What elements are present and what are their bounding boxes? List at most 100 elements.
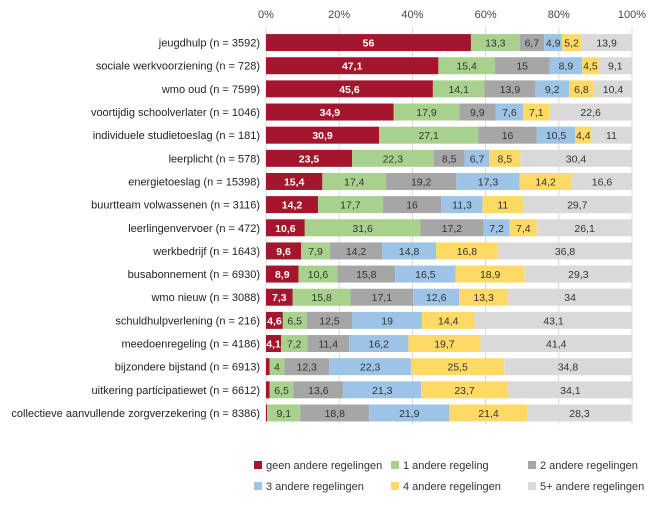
data-label: 12,6 xyxy=(426,292,447,304)
bar-segment-3-andere-regelingen xyxy=(536,126,576,144)
bar-segment-4-andere-regelingen xyxy=(519,172,572,190)
category-label: wmo nieuw (n = 3088) xyxy=(150,292,260,304)
legend-item-4-andere-regelingen: 4 andere regelingen xyxy=(391,481,501,493)
bar-segment-geen-andere-regelingen xyxy=(266,126,380,144)
bar-segment-1-andere-regeling xyxy=(282,311,307,329)
data-label: 4,4 xyxy=(576,130,591,142)
bar-segment-3-andere-regelingen xyxy=(349,335,409,353)
data-label: 11 xyxy=(497,200,508,212)
bar-segment-1-andere-regeling xyxy=(432,80,485,98)
bar-segment-3-andere-regelingen xyxy=(413,288,460,306)
bar-segment-3-andere-regelingen xyxy=(343,381,422,399)
data-label: 9,1 xyxy=(608,61,623,73)
bar-segment-3-andere-regelingen xyxy=(329,358,411,376)
data-label: 10,4 xyxy=(603,84,624,96)
bar-segment-5-andere-regelingen xyxy=(591,126,632,144)
data-label: 7,6 xyxy=(502,107,517,119)
legend-label: geen andere regelingen xyxy=(266,460,382,472)
bar-segment-5-andere-regelingen xyxy=(593,80,632,98)
data-label: 21,9 xyxy=(399,408,420,420)
data-label: 9,1 xyxy=(276,408,291,420)
bar-segment-3-andere-regelingen xyxy=(483,219,510,237)
bar-row-wmo-oud-n-7599: 45,6 14,1 13,9 9,2 6,8 10,4 xyxy=(266,80,632,98)
data-label: 4,6 xyxy=(267,315,282,327)
bar-segment-3-andere-regelingen xyxy=(395,265,456,283)
data-label: 30,4 xyxy=(566,153,587,165)
data-label: 6,5 xyxy=(287,315,302,327)
data-label: 43,1 xyxy=(543,315,564,327)
bar-segment-1-andere-regeling xyxy=(438,57,495,75)
legend-label: 5+ andere regelingen xyxy=(540,481,644,493)
data-label: 25,5 xyxy=(447,362,468,374)
bar-segment-5-andere-regelingen xyxy=(522,196,632,214)
category-label: jeugdhulp (n = 3592) xyxy=(158,38,260,50)
bar-segment-4-andere-regelingen xyxy=(459,288,508,306)
data-label: 10,6 xyxy=(308,269,329,281)
bar-row-individuele-studietoeslag-n-181: 30,9 27,1 16 10,5 4,4 11 xyxy=(266,126,632,144)
bar-segment-5-andere-regelingen xyxy=(527,404,632,422)
data-label: 14,2 xyxy=(282,200,303,212)
data-label: 14,4 xyxy=(438,315,459,327)
bar-segment-1-andere-regeling xyxy=(317,196,383,214)
bar-segment-1-andere-regeling xyxy=(470,34,520,52)
bar-segment-5-andere-regelingen xyxy=(507,288,633,306)
data-label: 16,2 xyxy=(369,339,390,351)
bar-segment-5-andere-regelingen xyxy=(598,57,632,75)
bar-row-sociale-werkvoorziening-n-728: 47,1 15,4 15 8,9 4,5 9,1 xyxy=(266,57,632,75)
data-label: 47,1 xyxy=(342,61,363,73)
data-label: 13,9 xyxy=(500,84,521,96)
bars: 56 13,3 6,7 4,9 5,2 13,947,1 15,4 15 8,9 4,5 9,145… xyxy=(266,34,633,422)
category-label: leerplicht (n = 578) xyxy=(169,153,260,165)
bar-row-leerlingenvervoer-n-472: 10,6 31,6 17,2 7,2 7,4 26,1 xyxy=(266,219,633,237)
bar-row-werkbedrijf-n-1643: 9,6 7,9 14,2 14,8 16,8 36,8 xyxy=(266,242,633,260)
bar-segment-2-andere-regelingen xyxy=(386,172,457,190)
data-label: 4,1 xyxy=(266,339,281,351)
data-label: 23,5 xyxy=(299,153,320,165)
data-label: 8,9 xyxy=(275,269,290,281)
bar-row-uitkering-participatiewet-n-6612: 6,5 13,6 21,3 23,7 34,1 xyxy=(266,381,633,399)
category-label: uitkering participatiewet (n = 6612) xyxy=(92,385,260,397)
category-labels: jeugdhulp (n = 3592) sociale werkvoorzien… xyxy=(11,38,260,420)
bar-segment-2-andere-regelingen xyxy=(382,196,442,214)
data-label: 9,9 xyxy=(470,107,485,119)
bar-segment-2-andere-regelingen xyxy=(337,265,396,283)
bar-segment-2-andere-regelingen xyxy=(284,358,330,376)
data-label: 11,3 xyxy=(452,200,472,212)
bar-segment-1-andere-regeling xyxy=(292,288,351,306)
data-label: 7,2 xyxy=(489,223,504,235)
data-label: 34 xyxy=(564,292,576,304)
data-label: 18,8 xyxy=(325,408,346,420)
legend-item-geen-andere-regelingen: geen andere regelingen xyxy=(254,460,382,472)
data-label: 17,4 xyxy=(344,176,365,188)
bar-segment-3-andere-regelingen xyxy=(549,57,583,75)
data-label: 17,7 xyxy=(340,200,361,212)
data-label: 14,2 xyxy=(346,246,367,258)
bar-segment-2-andere-regelingen xyxy=(433,149,465,167)
data-label: 6,7 xyxy=(525,38,540,50)
bar-segment-2-andere-regelingen xyxy=(478,126,537,144)
category-label: sociale werkvoorziening (n = 728) xyxy=(96,61,260,73)
data-label: 34,9 xyxy=(320,107,341,119)
data-label: 6,7 xyxy=(470,153,485,165)
data-label: 31,6 xyxy=(352,223,373,235)
category-label: leerlingenvervoer (n = 472) xyxy=(128,223,260,235)
bar-segment-3-andere-regelingen xyxy=(382,242,437,260)
bar-segment-2-andere-regelingen xyxy=(293,381,344,399)
bar-segment-geen-andere-regelingen xyxy=(266,404,268,422)
bar-row-leerplicht-n-578: 23,5 22,3 8,5 6,7 8,5 30,4 xyxy=(266,149,632,167)
bar-segment-4-andere-regelingen xyxy=(482,196,523,214)
category-label: schuldhulpverlening (n = 216) xyxy=(115,315,260,327)
bar-segment-geen-andere-regelingen xyxy=(266,288,293,306)
data-label: 22,3 xyxy=(360,362,381,374)
bar-row-schuldhulpverlening-n-216: 4,6 6,5 12,5 19 14,4 43,1 xyxy=(266,311,633,329)
data-label: 17,1 xyxy=(372,292,393,304)
bar-segment-1-andere-regeling xyxy=(269,358,285,376)
data-label: 27,1 xyxy=(418,130,439,142)
data-label: 4,5 xyxy=(583,61,598,73)
data-label: 7,4 xyxy=(516,223,531,235)
x-tick-label: 40% xyxy=(401,9,423,21)
bar-segment-geen-andere-regelingen xyxy=(266,196,318,214)
bar-segment-geen-andere-regelingen xyxy=(266,381,270,399)
bar-segment-geen-andere-regelingen xyxy=(266,34,471,52)
